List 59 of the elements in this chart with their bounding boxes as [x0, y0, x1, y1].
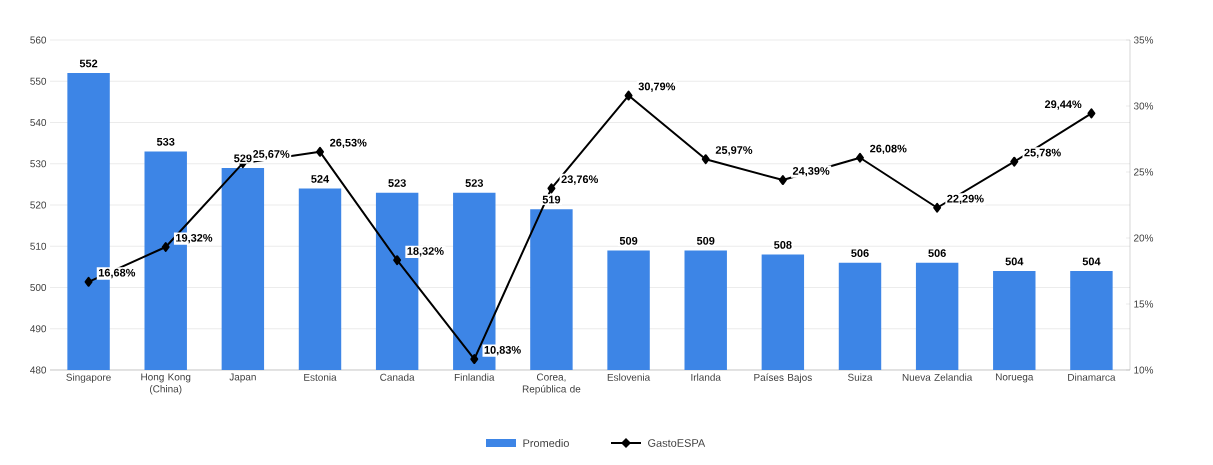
data-label: 25,78% — [1024, 148, 1061, 159]
x-tick-label: Países Bajos — [754, 373, 812, 383]
x-tick-label: Singapore — [66, 373, 111, 383]
y2-tick-label: 10% — [1134, 366, 1154, 374]
data-label: 552 — [79, 59, 98, 68]
data-label: 506 — [928, 249, 946, 258]
data-label: 26,08% — [870, 144, 907, 155]
legend-label: GastoESPA — [648, 439, 706, 447]
y2-tick-label: 15% — [1134, 300, 1154, 308]
y2-tick-label: 30% — [1133, 102, 1154, 110]
data-label: 19,32% — [176, 233, 213, 244]
data-label: 529 — [234, 154, 252, 163]
data-label: 504 — [1005, 257, 1024, 266]
legend-label: Promedio — [523, 438, 569, 448]
x-tick-label: Irlanda — [691, 373, 721, 381]
data-label: 523 — [388, 179, 406, 187]
data-label: 18,32% — [407, 247, 444, 257]
x-tick-label: Hong Kong (China) — [141, 373, 191, 395]
data-label: 25,67% — [252, 150, 290, 160]
x-tick-label: Eslovenia — [607, 373, 651, 381]
data-label: 523 — [465, 179, 484, 187]
x-tick-label: Corea, República de — [522, 373, 581, 395]
data-label: 24,39% — [792, 167, 830, 177]
x-tick-label: Canada — [380, 373, 415, 381]
data-label: 509 — [696, 236, 715, 245]
y2-tick-label: 35% — [1133, 36, 1154, 44]
y-tick-label: 530 — [30, 160, 47, 168]
data-label: 519 — [542, 195, 561, 204]
x-tick-label: Finlandia — [454, 373, 495, 381]
y-tick-label: 540 — [30, 118, 47, 127]
data-label: 506 — [851, 249, 869, 258]
y-tick-label: 480 — [30, 366, 47, 374]
data-label: 16,68% — [98, 268, 136, 279]
data-label: 508 — [774, 241, 792, 249]
y-tick-label: 560 — [30, 36, 47, 44]
x-tick-label: Japan — [229, 373, 256, 383]
y-tick-label: 500 — [30, 283, 47, 292]
data-label: 25,97% — [715, 146, 753, 156]
y-tick-label: 490 — [30, 325, 47, 333]
data-label: 533 — [156, 137, 175, 146]
x-tick-label: Nueva Zelandia — [902, 373, 973, 381]
data-label: 504 — [1082, 257, 1101, 266]
x-tick-label: Suiza — [847, 373, 873, 381]
data-label: 509 — [619, 236, 638, 245]
data-label: 29,44% — [1044, 100, 1082, 110]
y-tick-label: 510 — [30, 242, 47, 250]
y-tick-label: 520 — [30, 201, 47, 209]
data-label: 26,53% — [330, 138, 367, 149]
x-tick-label: Estonia — [304, 373, 337, 381]
data-label: 30,79% — [638, 82, 676, 92]
data-label: 524 — [311, 175, 330, 183]
x-tick-label: Noruega — [995, 373, 1034, 383]
y2-tick-label: 20% — [1134, 234, 1154, 242]
data-label: 10,83% — [484, 346, 521, 356]
data-label: 22,29% — [947, 194, 984, 205]
x-tick-label: Dinamarca — [1068, 373, 1116, 381]
y2-tick-label: 25% — [1134, 168, 1154, 176]
y-tick-label: 550 — [30, 77, 47, 85]
data-label: 23,76% — [561, 175, 598, 185]
